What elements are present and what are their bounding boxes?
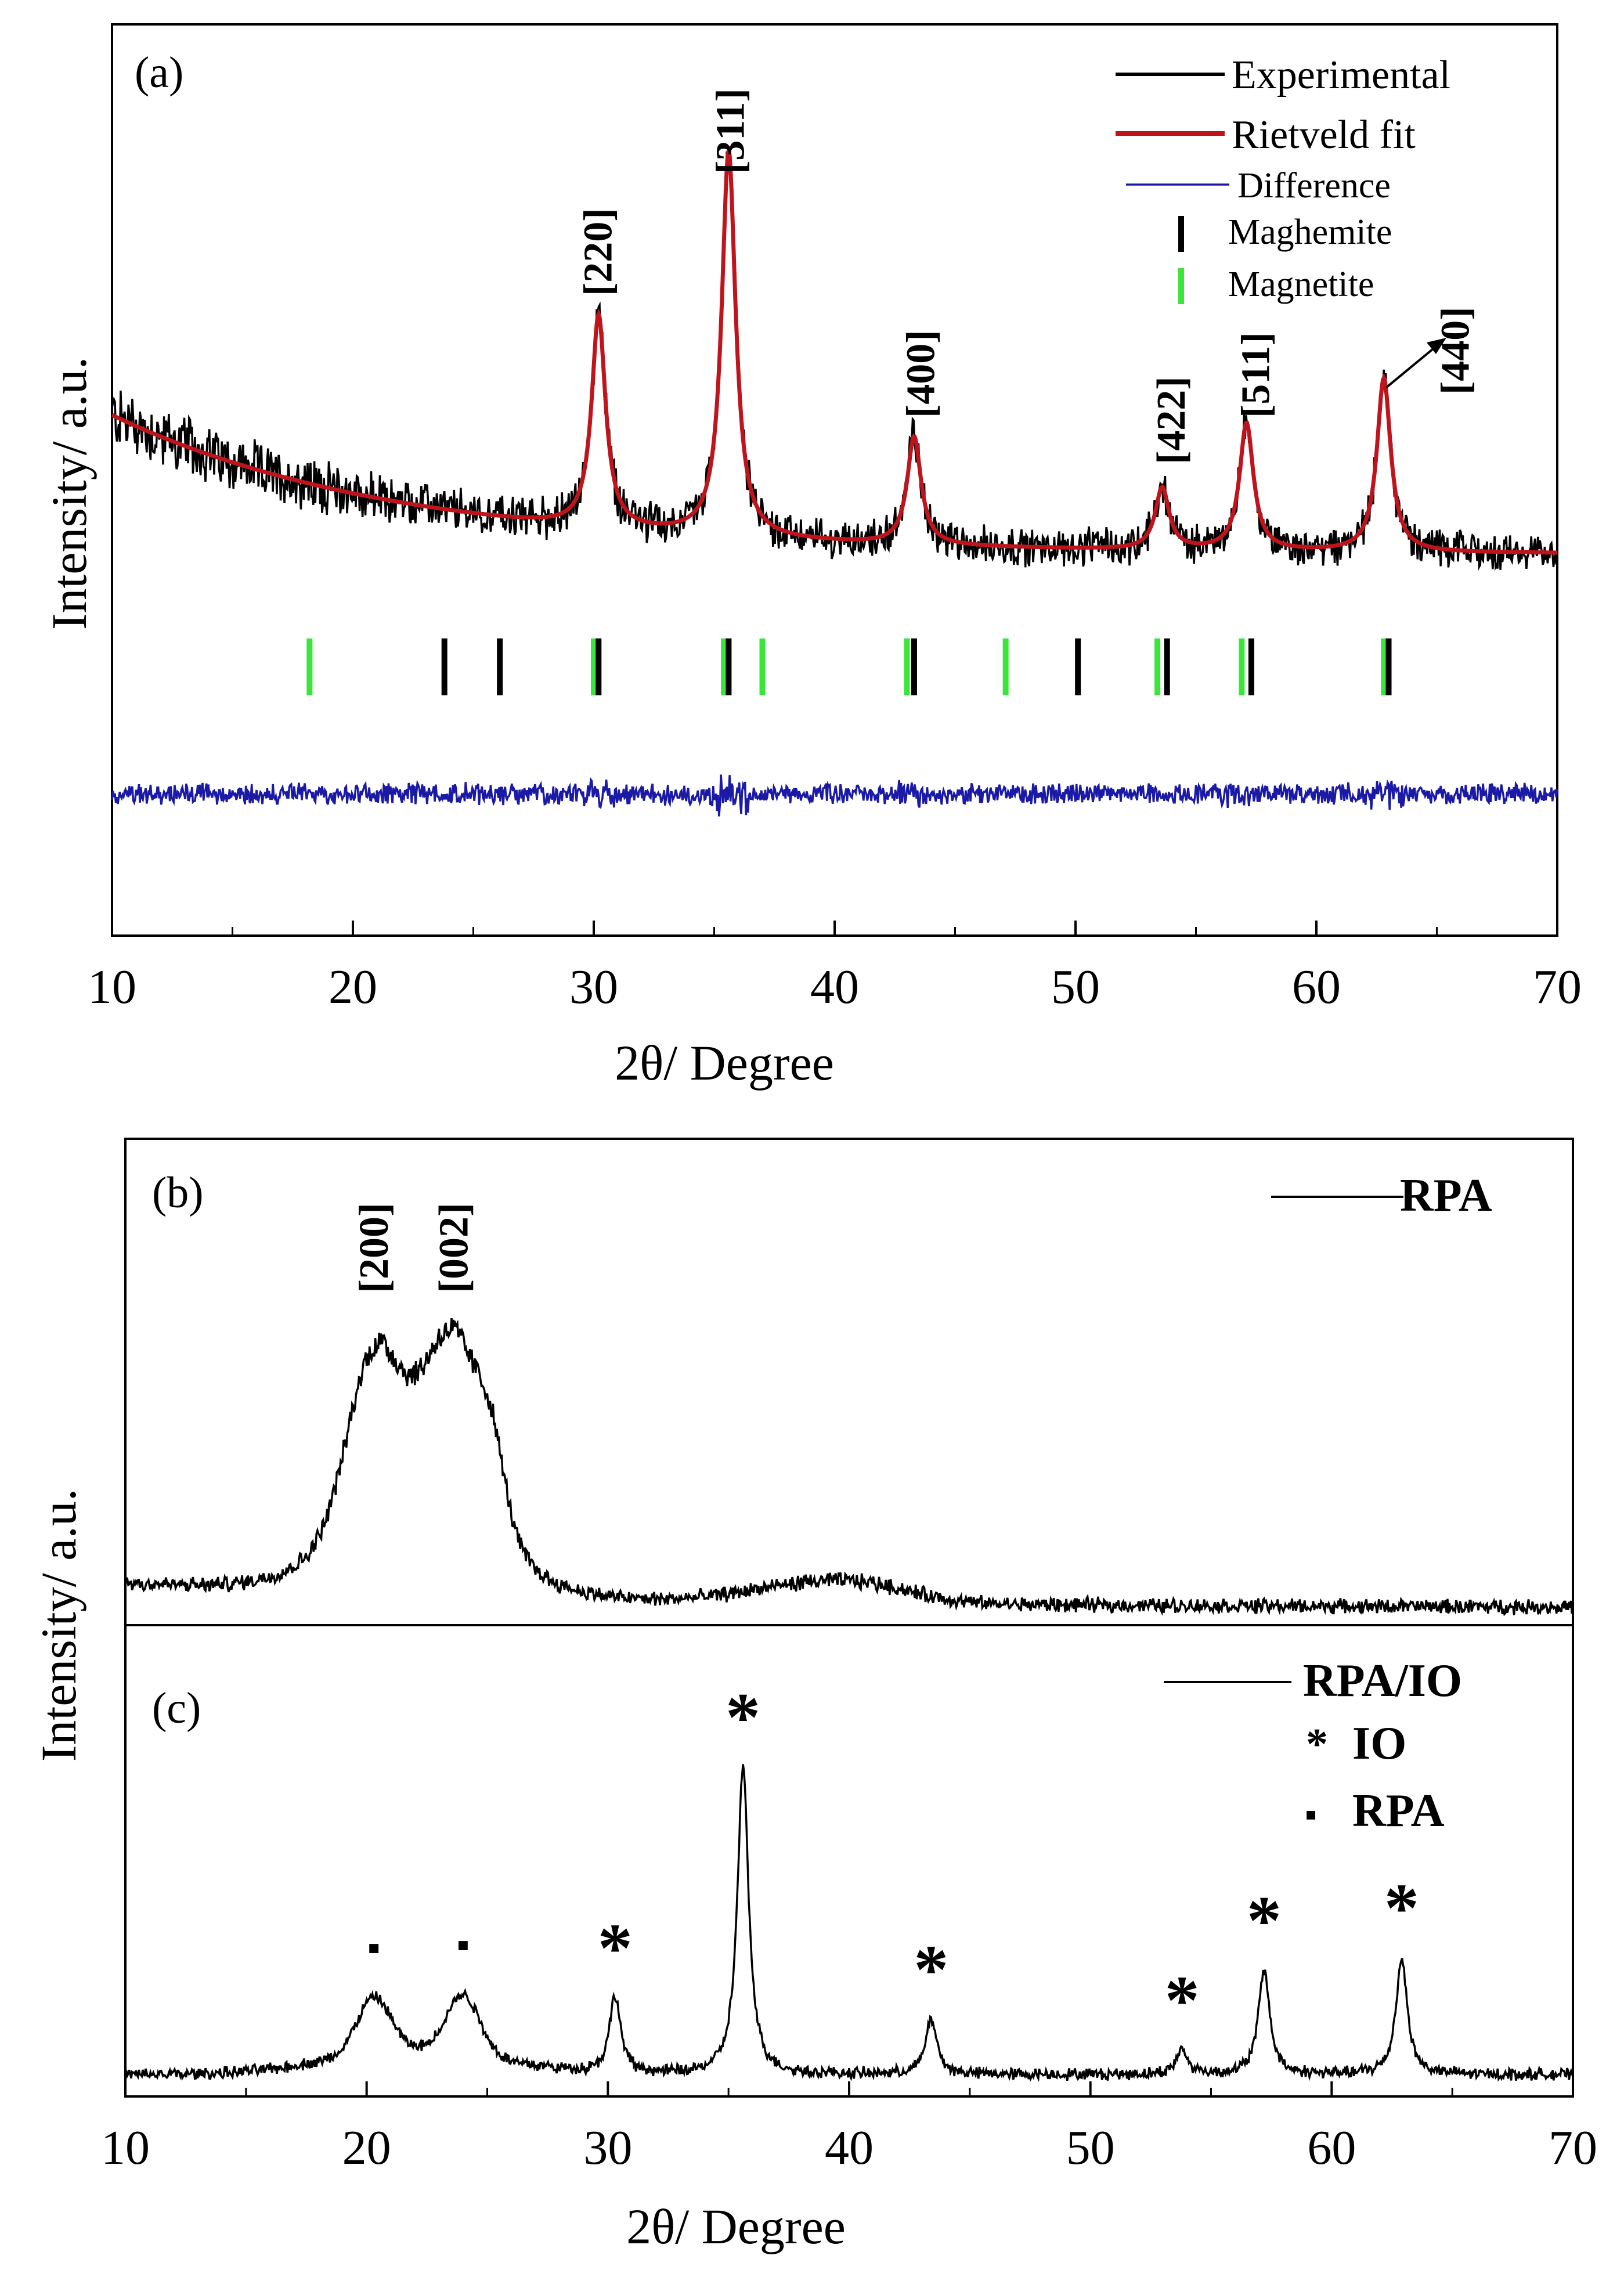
legend-item-experimental: Experimental bbox=[1116, 53, 1450, 98]
panel-a-difference-curve bbox=[111, 774, 1558, 817]
panel-a-experimental-curve bbox=[111, 145, 1558, 571]
panel-bc-frame bbox=[124, 1138, 1574, 2098]
rpa-peak-marker-0: ▪ bbox=[367, 1927, 381, 1968]
panel-bc-x-axis-title: 2θ/ Degree bbox=[626, 2199, 846, 2254]
peak-label-422: [422] bbox=[1149, 376, 1194, 464]
panel-a-peak-labels: [220] [311] [400] [422] [511] [440] bbox=[576, 88, 1478, 464]
legend-label-difference: Difference bbox=[1237, 166, 1391, 205]
io-peak-marker-1: * bbox=[726, 1679, 760, 1756]
magnetite-reflection-5 bbox=[1002, 638, 1009, 695]
legend-marker-io: * bbox=[1306, 1720, 1328, 1769]
panel-bc: (b) (c) 10 20 30 40 50 60 70 2θ/ Degree Intens… bbox=[31, 1138, 1597, 2254]
x-tick-label-bc-20: 20 bbox=[342, 2121, 391, 2175]
peak-label-002: [002] bbox=[430, 1203, 477, 1293]
panel-a-label: (a) bbox=[135, 48, 183, 97]
maghemite-reflection-8 bbox=[1385, 638, 1392, 695]
legend-label-io: IO bbox=[1352, 1718, 1406, 1769]
peak-label-440: [440] bbox=[1434, 306, 1478, 395]
x-tick-label-bc-60: 60 bbox=[1307, 2121, 1356, 2175]
maghemite-reflection-3 bbox=[726, 638, 732, 695]
panel-bc-y-axis-title: Intensity/ a.u. bbox=[31, 1489, 86, 1762]
x-tick-label-bc-10: 10 bbox=[101, 2121, 150, 2175]
magnetite-reflection-3 bbox=[759, 638, 766, 695]
peak-label-220: [220] bbox=[576, 208, 620, 296]
legend-item-magnetite: Magnetite bbox=[1178, 265, 1374, 304]
panel-a: (a) 10 20 30 40 50 60 70 2θ/ Degree [220] [311]… bbox=[41, 23, 1582, 1091]
magnetite-reflection-6 bbox=[1154, 638, 1161, 695]
x-tick-label-a-50: 50 bbox=[1051, 960, 1100, 1014]
x-tick-label-a-10: 10 bbox=[88, 960, 136, 1014]
x-tick-label-bc-70: 70 bbox=[1549, 2121, 1597, 2175]
panel-c-legend: RPA/IO * IO ▪ RPA bbox=[1164, 1655, 1462, 1836]
legend-item-maghemite: Maghemite bbox=[1178, 212, 1392, 252]
magnetite-reflection-8 bbox=[1381, 638, 1387, 695]
legend-item-difference: Difference bbox=[1126, 166, 1391, 205]
x-tick-label-a-40: 40 bbox=[810, 960, 859, 1014]
panel-c-rpa-io-curve bbox=[124, 1764, 1574, 2083]
panel-bc-x-ticks bbox=[124, 2081, 1574, 2096]
peak-label-511: [511] bbox=[1233, 332, 1278, 418]
legend-label-rpa-io: RPA/IO bbox=[1303, 1655, 1462, 1706]
panel-b-rpa-curve bbox=[124, 1318, 1574, 1616]
maghemite-reflection-7 bbox=[1248, 638, 1254, 695]
x-tick-label-bc-40: 40 bbox=[825, 2121, 874, 2175]
legend-label-maghemite: Maghemite bbox=[1228, 212, 1392, 252]
panel-c-peak-markers: * * * * * * ▪ ▪ bbox=[367, 1679, 1419, 2039]
magnetite-reflection-7 bbox=[1239, 638, 1245, 695]
peak-label-200: [200] bbox=[351, 1203, 397, 1293]
legend-label-experimental: Experimental bbox=[1232, 53, 1450, 98]
panel-a-reflection-markers bbox=[306, 638, 1392, 695]
x-tick-label-a-20: 20 bbox=[329, 960, 377, 1014]
magnetite-reflection-0 bbox=[306, 638, 313, 695]
panel-a-x-ticks bbox=[111, 921, 1558, 936]
panel-a-x-tick-labels: 10 20 30 40 50 60 70 bbox=[88, 960, 1582, 1014]
panel-bc-x-tick-labels: 10 20 30 40 50 60 70 bbox=[101, 2121, 1597, 2175]
maghemite-reflection-1 bbox=[497, 638, 503, 695]
maghemite-reflection-5 bbox=[1075, 638, 1081, 695]
magnetite-reflection-1 bbox=[591, 638, 597, 695]
legend-label-rpa-c: RPA bbox=[1352, 1785, 1445, 1836]
panel-c-label: (c) bbox=[152, 1684, 201, 1733]
magnetite-reflection-2 bbox=[721, 638, 727, 695]
io-peak-marker-3: * bbox=[1165, 1962, 1200, 2039]
maghemite-reflection-2 bbox=[596, 638, 602, 695]
legend-marker-rpa: ▪ bbox=[1305, 1795, 1317, 1834]
io-peak-marker-5: * bbox=[1384, 1870, 1419, 1947]
magnetite-reflection-4 bbox=[904, 638, 910, 695]
peak-label-400: [400] bbox=[898, 330, 943, 418]
x-tick-label-bc-30: 30 bbox=[583, 2121, 632, 2175]
panel-a-rietveld-fit-curve bbox=[111, 150, 1557, 555]
io-peak-marker-0: * bbox=[598, 1910, 633, 1987]
x-tick-label-a-60: 60 bbox=[1292, 960, 1341, 1014]
peak-label-311: [311] bbox=[709, 88, 753, 174]
panel-a-440-arrow bbox=[1385, 338, 1446, 389]
panel-b-legend: RPA bbox=[1271, 1170, 1492, 1221]
io-peak-marker-2: * bbox=[914, 1931, 948, 2008]
rpa-peak-marker-1: ▪ bbox=[457, 1924, 470, 1965]
x-tick-label-a-70: 70 bbox=[1533, 960, 1582, 1014]
maghemite-reflection-0 bbox=[441, 638, 447, 695]
panel-a-x-axis-title: 2θ/ Degree bbox=[615, 1035, 834, 1091]
panel-a-legend: Experimental Rietveld fit Difference Mag… bbox=[1116, 53, 1450, 304]
legend-label-rietveld-fit: Rietveld fit bbox=[1232, 113, 1416, 157]
panel-a-y-axis-title: Intensity/ a.u. bbox=[41, 357, 97, 630]
io-peak-marker-4: * bbox=[1247, 1882, 1282, 1959]
x-tick-label-bc-50: 50 bbox=[1066, 2121, 1115, 2175]
maghemite-reflection-4 bbox=[911, 638, 917, 695]
panel-b-label: (b) bbox=[152, 1168, 204, 1217]
panel-b-peak-labels: [200] [002] bbox=[351, 1203, 477, 1293]
x-tick-label-a-30: 30 bbox=[569, 960, 618, 1014]
legend-label-rpa: RPA bbox=[1400, 1170, 1492, 1221]
legend-item-rietveld-fit: Rietveld fit bbox=[1116, 113, 1416, 157]
legend-label-magnetite: Magnetite bbox=[1228, 265, 1374, 304]
maghemite-reflection-6 bbox=[1164, 638, 1170, 695]
